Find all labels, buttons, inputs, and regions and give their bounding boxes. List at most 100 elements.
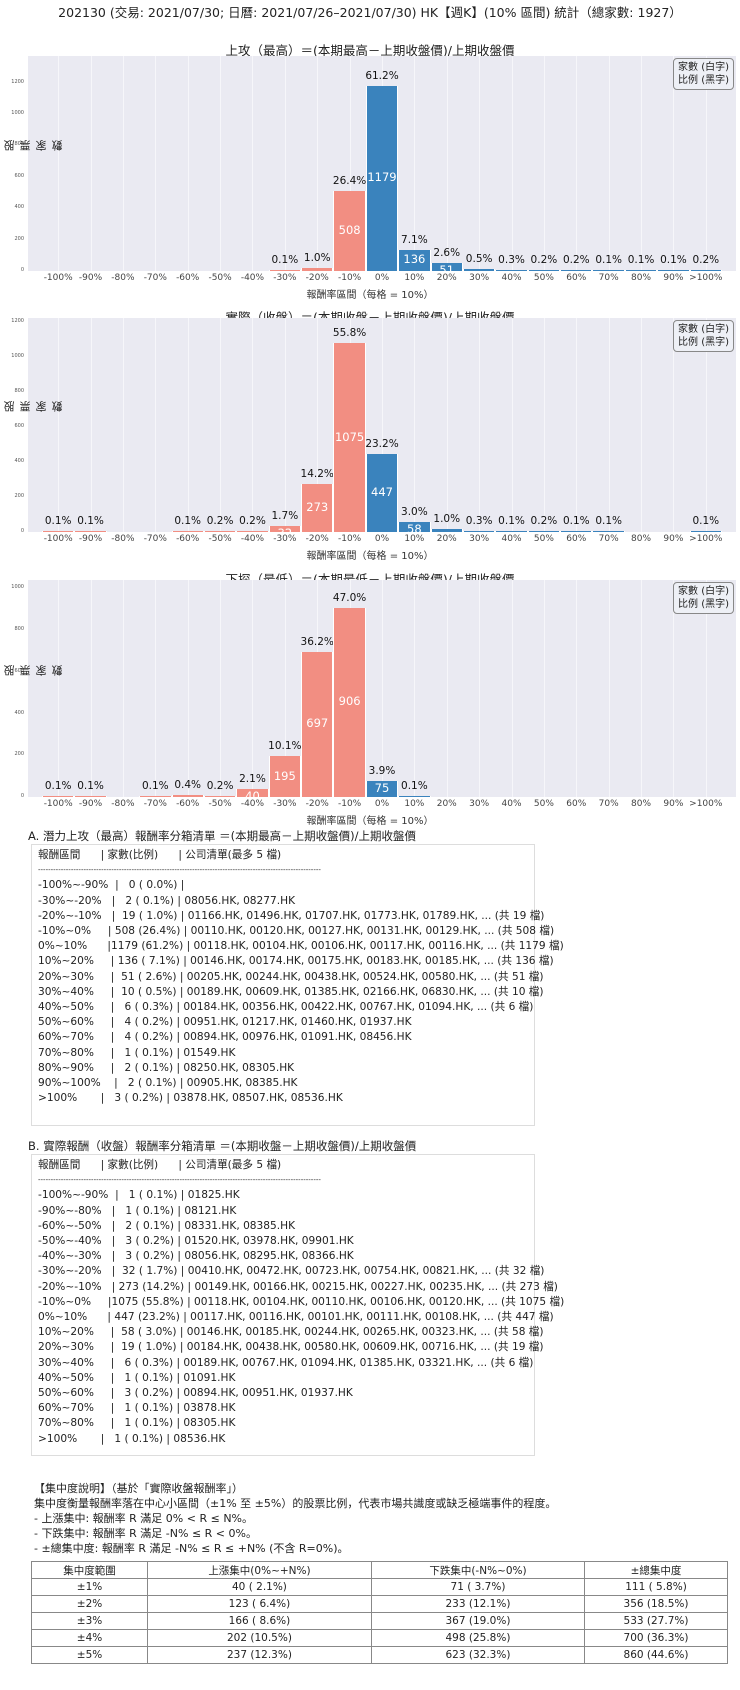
table-row: ±2% 123 ( 6.4%) 233 (12.1%) 356 (18.5%) xyxy=(31,1595,728,1613)
bin-list-row: 80%~90% | 2 ( 0.1%) | 08250.HK, 08305.HK xyxy=(38,1061,295,1074)
gridline xyxy=(576,580,578,797)
bar xyxy=(42,795,75,797)
bar-percent-label: 0.1% xyxy=(77,515,104,527)
bin-list-row: -30%~-20% | 2 ( 0.1%) | 08056.HK, 08277.… xyxy=(38,894,296,907)
bar xyxy=(171,795,204,797)
bar-count-label: 136 xyxy=(403,252,426,267)
bin-list-divider: ----------------------------------------… xyxy=(38,1176,321,1185)
gridline xyxy=(576,56,578,271)
bar-count-label: 1075 xyxy=(334,429,365,444)
gridline xyxy=(479,56,481,271)
header-total: ±總集中度 xyxy=(584,1561,728,1579)
gridline xyxy=(122,318,124,532)
bar-count-label: 906 xyxy=(338,694,361,709)
cell: 623 (32.3%) xyxy=(370,1646,586,1664)
bar xyxy=(430,528,463,532)
header-down: 下跌集中(-N%~0%) xyxy=(370,1561,586,1579)
cell: 498 (25.8%) xyxy=(370,1629,586,1647)
x-tick-label: 60% xyxy=(566,273,587,283)
x-tick-label: -20% xyxy=(305,534,329,544)
gridline xyxy=(673,580,675,797)
cell: 367 (19.0%) xyxy=(370,1612,586,1630)
x-tick-label: -70% xyxy=(143,534,167,544)
bin-list-row: 10%~20% | 58 ( 3.0%) | 00146.HK, 00185.H… xyxy=(38,1326,544,1339)
x-tick-label: -30% xyxy=(273,273,297,283)
gridline xyxy=(641,56,643,271)
gridline xyxy=(446,56,448,271)
table-row: ±1% 40 ( 2.1%) 71 ( 3.7%) 111 ( 5.8%) xyxy=(31,1578,728,1596)
gridline xyxy=(414,580,416,797)
cell: 700 (36.3%) xyxy=(584,1629,728,1647)
gridline xyxy=(155,56,157,271)
table-header-row: 集中度範圍 上漲集中(0%~+N%) 下跌集中(-N%~0%) ±總集中度 xyxy=(31,1561,728,1579)
gridline xyxy=(155,580,157,797)
x-tick-label: 40% xyxy=(501,534,522,544)
gridline xyxy=(187,318,189,532)
x-tick-label: -60% xyxy=(176,273,200,283)
cell: ±4% xyxy=(31,1629,148,1647)
bar xyxy=(203,795,237,797)
x-tick-label: 40% xyxy=(501,799,522,809)
bar-percent-label: 1.0% xyxy=(433,512,461,525)
bar-percent-label: 0.1% xyxy=(562,515,590,527)
x-axis-label: 報酬率區間（每格 = 10%） xyxy=(306,816,434,827)
bin-list-row: 10%~20% | 136 ( 7.1%) | 00146.HK, 00174.… xyxy=(38,955,554,968)
gridline xyxy=(317,318,319,532)
bin-list-row: 60%~70% | 1 ( 0.1%) | 03878.HK xyxy=(38,1402,236,1415)
gridline xyxy=(90,318,92,532)
section-a-title: A. 潛力上攻（最高）報酬率分箱清單 ＝(本期最高－上期收盤價)/上期收盤價 xyxy=(28,829,416,843)
bar-count-label: 195 xyxy=(273,768,296,783)
bar xyxy=(268,269,302,271)
bin-list-row: 70%~80% | 1 ( 0.1%) | 08305.HK xyxy=(38,1417,236,1430)
x-tick-label: -80% xyxy=(111,273,135,283)
bar xyxy=(236,530,269,532)
y-axis-label: 股票家數 xyxy=(3,401,64,412)
x-tick-label: -100% xyxy=(43,799,73,809)
gridline xyxy=(414,318,416,532)
gridline xyxy=(511,580,513,797)
cell: ±5% xyxy=(31,1646,148,1664)
bar-percent-label: 26.4% xyxy=(332,175,367,188)
y-tick-label: 0 xyxy=(20,793,24,799)
bar-percent-label: 0.4% xyxy=(174,779,202,792)
bar-percent-label: 0.2% xyxy=(562,254,590,266)
bar: 1075 xyxy=(333,343,366,532)
bin-list-row: -20%~-10% | 19 ( 1.0%) | 01166.HK, 01496… xyxy=(38,909,545,922)
bar xyxy=(657,269,690,271)
cell: 111 ( 5.8%) xyxy=(584,1578,728,1596)
bar: 508 xyxy=(333,191,366,271)
gridline xyxy=(608,318,610,532)
bar-percent-label: 61.2% xyxy=(365,69,399,82)
bar: 273 xyxy=(301,484,334,532)
plot-area: 0.1% 0.1% 0.1% 0.4% 0.2% 40 2.1% 195 10.1% 697 36.… xyxy=(28,580,736,803)
bar xyxy=(527,269,561,271)
x-tick-label: -90% xyxy=(78,273,103,283)
bar xyxy=(203,530,237,532)
table-row: ±3% 166 ( 8.6%) 367 (19.0%) 533 (27.7%) xyxy=(31,1612,728,1630)
concentration-bullet-total: - ±總集中度: 報酬率 R 滿足 -N% ≤ R ≤ +N% (不含 R=0%… xyxy=(34,1542,349,1555)
legend-count-label: 家數 (白字) xyxy=(678,324,729,335)
y-tick-label: 1200 xyxy=(11,78,24,85)
bin-list-row: -100%~-90% | 1 ( 0.1%) | 01825.HK xyxy=(38,1189,240,1202)
x-tick-label: 80% xyxy=(631,534,652,544)
bar-percent-label: 1.7% xyxy=(271,510,299,523)
cell: 533 (27.7%) xyxy=(584,1612,728,1630)
x-tick-label: 60% xyxy=(566,799,587,809)
bar-percent-label: 3.0% xyxy=(401,505,428,518)
gridline xyxy=(252,56,254,271)
bar-count-label: 1179 xyxy=(367,170,397,185)
bin-list-row: -100%~-90% | 0 ( 0.0%) | xyxy=(38,879,185,892)
bar-percent-label: 3.9% xyxy=(368,765,396,778)
x-tick-label: -80% xyxy=(111,534,135,544)
x-tick-label: 50% xyxy=(533,273,554,283)
bar xyxy=(527,530,561,532)
cell: 40 ( 2.1%) xyxy=(147,1578,372,1596)
bar: 906 xyxy=(333,607,366,797)
legend-box: 家數 (白字) 比例 (黑字) xyxy=(673,582,734,614)
bin-list-header: 報酬區間 | 家數(比例) | 公司清單(最多 5 檔) xyxy=(38,1159,282,1171)
y-tick-label: 200 xyxy=(14,492,24,499)
gridline xyxy=(349,56,351,271)
gridline xyxy=(220,318,222,532)
bin-list-row: >100% | 1 ( 0.1%) | 08536.HK xyxy=(38,1432,226,1445)
x-tick-label: 20% xyxy=(436,799,457,809)
